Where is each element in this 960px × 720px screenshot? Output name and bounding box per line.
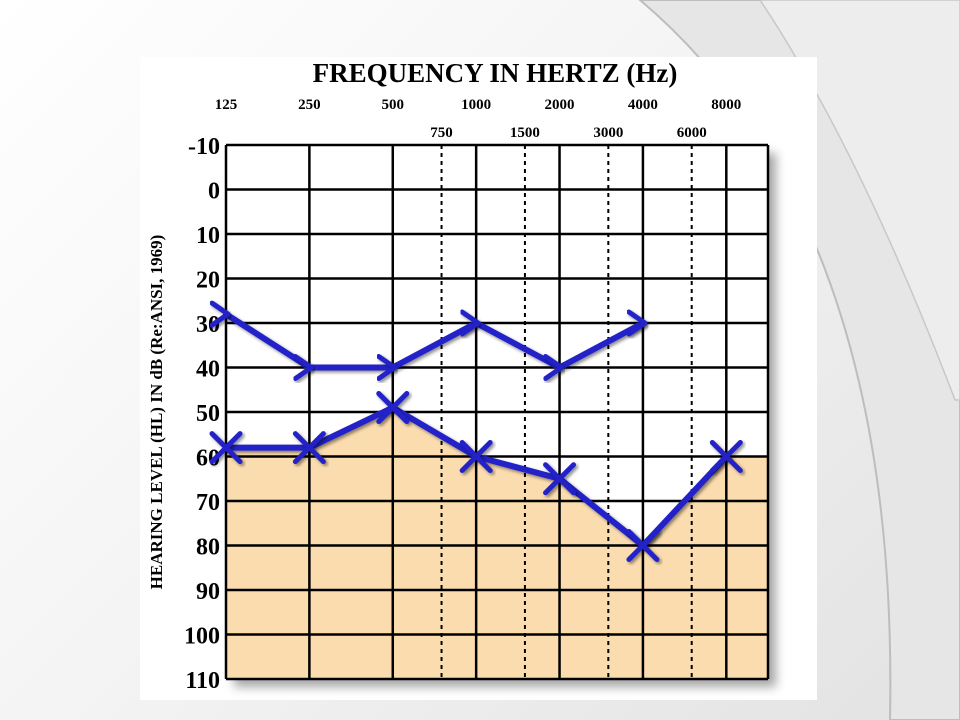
x-tick-label-major: 250 xyxy=(298,97,321,113)
chart-panel: FREQUENCY IN HERTZ (Hz) 125 250 500 1000 200… xyxy=(140,57,817,700)
x-tick-label-major: 8000 xyxy=(711,97,741,113)
marker-arrow xyxy=(626,309,648,337)
x-tick-label-major: 125 xyxy=(215,97,238,113)
marker-arrow-stroke xyxy=(292,354,314,381)
marker-x xyxy=(543,462,577,496)
y-tick-label: 0 xyxy=(208,179,220,205)
marker-x xyxy=(209,431,243,465)
y-tick-label: 110 xyxy=(185,668,220,694)
marker-arrow xyxy=(543,354,565,381)
marker-x-stroke xyxy=(292,431,326,465)
x-tick-label-minor: 3000 xyxy=(593,125,623,141)
marker-x xyxy=(459,440,493,473)
x-tick-label-minor: 1500 xyxy=(510,125,540,141)
marker-arrow xyxy=(209,300,231,328)
marker-x xyxy=(709,440,743,473)
y-tick-label: 40 xyxy=(196,357,220,383)
y-tick-label: 90 xyxy=(196,579,220,605)
x-tick-label-major: 1000 xyxy=(461,97,491,113)
marker-x xyxy=(376,391,410,425)
marker-x-stroke xyxy=(543,462,577,496)
marker-x xyxy=(626,529,660,562)
marker-arrow xyxy=(292,354,314,381)
x-tick-label-major: 4000 xyxy=(628,97,658,113)
marker-arrow-stroke xyxy=(459,309,481,337)
marker-arrow-stroke xyxy=(376,354,398,381)
y-tick-label: 70 xyxy=(196,490,220,516)
marker-arrow-stroke xyxy=(626,309,648,337)
marker-x-stroke xyxy=(376,391,410,425)
marker-arrow xyxy=(459,309,481,337)
marker-x-stroke xyxy=(209,431,243,465)
y-tick-label: 20 xyxy=(196,268,220,294)
x-tick-label-major: 500 xyxy=(382,97,405,113)
x-tick-label-minor: 750 xyxy=(430,125,453,141)
marker-x-stroke xyxy=(626,529,660,562)
marker-arrow-stroke xyxy=(209,300,231,328)
y-tick-label: 10 xyxy=(196,223,220,249)
y-axis-label: HEARING LEVEL (HL) IN dB (Re:ANSI, 1969) xyxy=(147,235,166,590)
marker-x xyxy=(292,431,326,465)
marker-x-stroke xyxy=(459,440,493,473)
marker-x-stroke xyxy=(709,440,743,473)
y-tick-label: -10 xyxy=(188,134,220,160)
x-tick-label-minor: 6000 xyxy=(677,125,707,141)
audiogram-chart: FREQUENCY IN HERTZ (Hz) 125 250 500 1000 200… xyxy=(147,58,770,694)
x-tick-label-major: 2000 xyxy=(545,97,575,113)
marker-arrow-stroke xyxy=(543,354,565,381)
y-tick-label: 80 xyxy=(196,535,220,561)
y-tick-label: 100 xyxy=(184,624,220,650)
marker-arrow xyxy=(376,354,398,381)
y-tick-label: 50 xyxy=(196,401,220,427)
hearing-loss-fill xyxy=(226,407,768,679)
chart-title: FREQUENCY IN HERTZ (Hz) xyxy=(313,58,678,88)
